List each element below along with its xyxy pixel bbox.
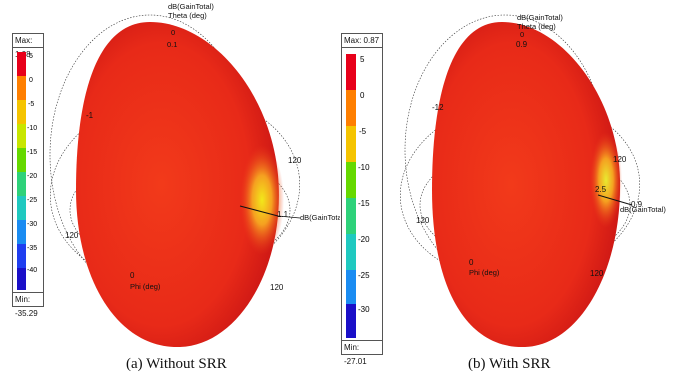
legend-colorbar (17, 52, 26, 290)
legend-swatch (17, 124, 26, 148)
grid-circle (419, 144, 631, 266)
legend-tick: 5 (29, 53, 33, 60)
legend-min-label: Min: -35.29 (13, 292, 43, 318)
legend-tick: 0 (29, 77, 33, 84)
angle-tick: 120 (613, 155, 627, 164)
gain-inner-value: 2.5 (595, 185, 607, 194)
legend-tick: -5 (359, 127, 367, 136)
legend-swatch (17, 220, 26, 244)
legend-swatch (346, 54, 356, 90)
panel-with-srr: Max: 0.87 5 0 -5 -10 -15 -20 -25 -30 Min… (340, 0, 678, 383)
theta-axis-label: Theta (deg) (168, 11, 207, 20)
angle-tick: 120 (590, 269, 604, 278)
legend-tick: 5 (360, 55, 365, 64)
phi-tick: 0 (469, 258, 474, 267)
legend-min-label: Min: -27.01 (342, 340, 382, 366)
gain-axis-label: dB(GainTotal) (300, 213, 340, 222)
legend-tick: 0 (360, 91, 365, 100)
legend-tick: -30 (27, 221, 38, 228)
panel-without-srr: Max: 1.08 5 0 -5 -10 -15 -20 -25 -30 -35… (12, 2, 340, 372)
figure-caption: (b) With SRR (468, 356, 551, 372)
legend-swatch (17, 244, 26, 268)
gain-axis-value: 1.1 (277, 210, 289, 219)
legend-tick: -10 (27, 125, 38, 132)
legend-swatch (346, 270, 356, 304)
legend-swatch (346, 234, 356, 270)
legend-tick: -15 (358, 199, 370, 208)
legend-swatch (17, 172, 26, 196)
legend-swatch (17, 196, 26, 220)
legend-tick: -20 (358, 235, 370, 244)
angle-tick: -12 (432, 103, 444, 112)
angle-tick: 120 (270, 283, 284, 292)
legend-tick: -25 (358, 271, 370, 280)
legend-swatch (346, 198, 356, 234)
legend-tick: -30 (358, 305, 370, 314)
theta-tick: 0 (171, 28, 175, 37)
radiation-pattern-plot: dB(GainTotal) Theta (deg) 0 0.9 -12 120 … (399, 13, 666, 348)
gain-hotspot (590, 132, 622, 228)
legend-tick: -10 (358, 163, 370, 172)
phi-tick: 0 (130, 271, 135, 280)
gain-lobe (76, 22, 279, 348)
axis-line (239, 205, 279, 217)
color-legend: Max: 0.87 5 0 -5 -10 -15 -20 -25 -30 Min… (341, 33, 383, 366)
legend-swatch (17, 268, 26, 290)
legend-tick: -5 (28, 101, 35, 108)
theta-tick: 0.1 (167, 40, 177, 49)
theta-axis-label: Theta (deg) (517, 22, 556, 31)
figure-caption: (a) Without SRR (126, 356, 227, 372)
phi-axis-label: Phi (deg) (469, 268, 500, 277)
legend-swatch (346, 162, 356, 198)
theta-axis-label: dB(GainTotal) (168, 2, 214, 11)
axis-line (597, 194, 633, 206)
legend-max-label: Max: 1.08 (13, 34, 43, 59)
phi-axis-label: Phi (deg) (130, 282, 161, 291)
legend-tick: -20 (27, 173, 38, 180)
theta-axis-label: dB(GainTotal) (517, 13, 563, 22)
legend-swatch (346, 126, 356, 162)
legend-swatch (346, 304, 356, 338)
legend-colorbar (346, 54, 356, 338)
angle-tick: 120 (65, 231, 79, 240)
legend-tick: -35 (27, 245, 38, 252)
gain-axis-label: dB(GainTotal) (620, 205, 666, 214)
axis-line (277, 215, 301, 219)
gain-lobe (432, 22, 621, 348)
legend-tick: -15 (27, 149, 38, 156)
legend-swatch (17, 100, 26, 124)
theta-tick: 0.9 (516, 40, 528, 49)
color-legend: Max: 1.08 5 0 -5 -10 -15 -20 -25 -30 -35… (12, 33, 44, 318)
angle-tick: 120 (416, 216, 430, 225)
radiation-pattern-plot: dB(GainTotal) Theta (deg) 0 0.1 -1 120 1… (49, 2, 340, 348)
legend-tick: -25 (27, 197, 38, 204)
legend-swatch (17, 52, 26, 76)
legend-max-label: Max: 0.87 (342, 34, 382, 48)
gain-hotspot (240, 145, 284, 255)
gain-axis-value: 0.9 (631, 200, 643, 209)
theta-tick: 0 (520, 30, 524, 39)
legend-swatch (17, 148, 26, 172)
legend-tick: -40 (27, 267, 38, 274)
angle-tick: 120 (288, 156, 302, 165)
legend-swatch (17, 76, 26, 100)
legend-swatch (346, 90, 356, 126)
angle-tick: -1 (86, 111, 94, 120)
